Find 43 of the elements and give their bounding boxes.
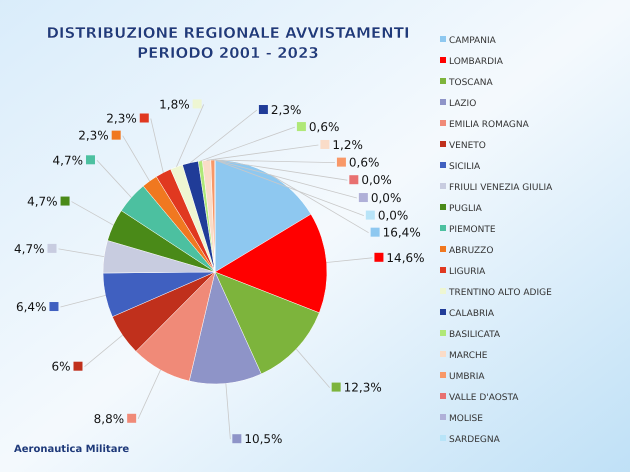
data-label: 6,4%: [16, 300, 46, 314]
text: 0,0%: [370, 191, 402, 206]
legend-label: BASILICATA: [449, 330, 501, 340]
legend-label: MOLISE: [449, 414, 484, 424]
data-label: 0,6%: [348, 156, 380, 170]
legend-label: PIEMONTE: [449, 225, 496, 235]
data-label: 6%: [51, 360, 70, 374]
data-label: 16,4%: [382, 226, 421, 240]
legend-label: ABRUZZO: [449, 246, 494, 256]
data-label: 4,7%: [52, 153, 83, 168]
legend-label: TRENTINO ALTO ADIGE: [448, 288, 552, 298]
legend-label: MARCHE: [449, 351, 488, 361]
data-label: 10,5%: [244, 432, 282, 446]
legend-label: FRIULI VENEZIA GIULIA: [449, 183, 554, 193]
chart-title: DISTRIBUZIONE REGIONALE AVVISTAMENTI: [46, 24, 410, 42]
data-label: 8,8%: [94, 412, 124, 426]
legend-label: LIGURIA: [449, 267, 486, 277]
legend-label: LOMBARDIA: [449, 57, 504, 67]
data-label: 14,6%: [386, 250, 425, 265]
legend-label: LAZIO: [449, 99, 476, 109]
legend-label: EMILIA ROMAGNA: [449, 120, 530, 130]
legend-label: UMBRIA: [449, 372, 486, 382]
legend-label: VALLE D'AOSTA: [449, 393, 520, 403]
legend-label: TOSCANA: [448, 78, 494, 88]
legend-label: SARDEGNA: [449, 435, 501, 445]
data-label: 4,7%: [14, 242, 44, 256]
text: 0,0%: [378, 208, 408, 223]
text: 0,0%: [361, 173, 392, 188]
legend-label: PUGLIA: [449, 204, 483, 214]
legend-label: CAMPANIA: [449, 36, 497, 46]
data-label: 2,3%: [270, 103, 302, 118]
text: Aeronautica Militare: [14, 444, 130, 455]
legend-label: SICILIA: [449, 162, 481, 172]
data-label: 4,7%: [27, 194, 58, 209]
legend-label: CALABRIA: [449, 309, 495, 319]
data-label: 2,3%: [78, 128, 109, 143]
data-label: 12,3%: [344, 380, 382, 395]
data-label: 2,3%: [106, 112, 137, 126]
text: PERIODO 2001 - 2023: [137, 44, 319, 62]
data-label: 1,8%: [159, 97, 190, 112]
data-label: 1,2%: [332, 138, 363, 152]
legend-label: VENETO: [449, 141, 486, 151]
data-label: 0,6%: [308, 120, 340, 134]
